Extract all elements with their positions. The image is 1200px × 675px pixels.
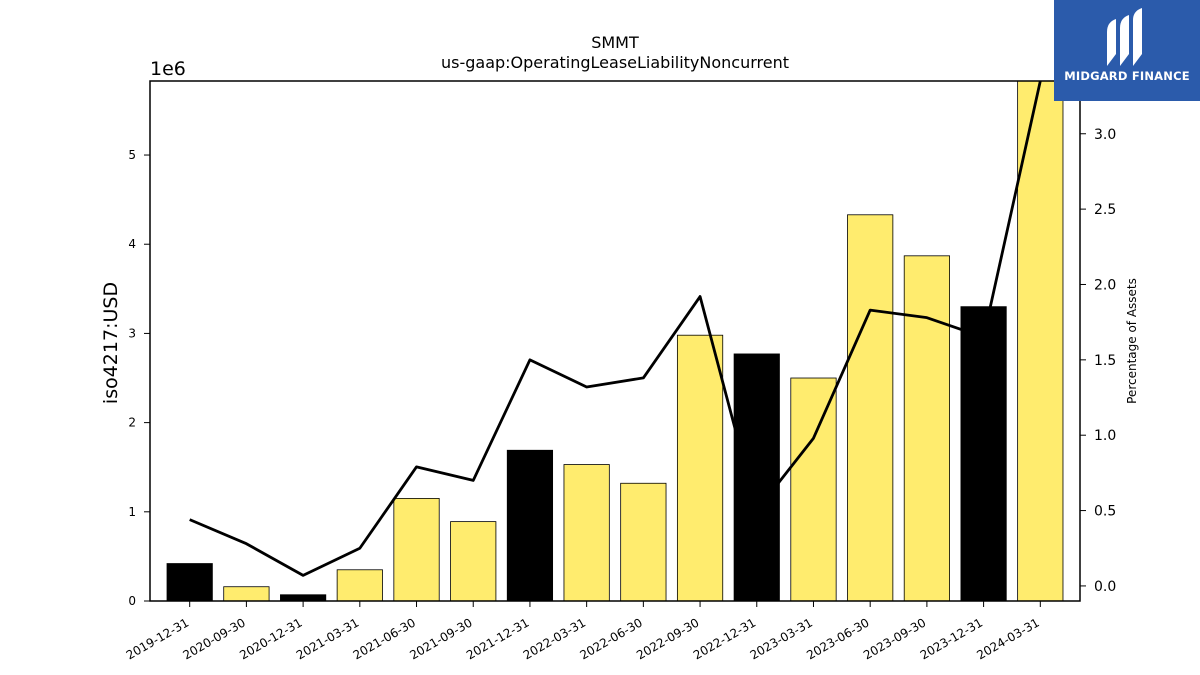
y-tick-label: 4 [128,237,136,251]
axes-group [149,80,1081,602]
bar-2021-03-31 [336,569,383,602]
bar-2023-09-30 [903,255,950,602]
bar-2020-09-30 [223,586,270,602]
bar-2022-09-30 [676,334,724,602]
bar-2019-12-31 [166,563,213,602]
percent-of-assets-line [189,80,1042,577]
y2-tick-label: 2.0 [1094,277,1116,293]
bar-2021-06-30 [393,498,440,602]
x-tick-label: 2023-03-31 [748,615,815,662]
x-tick-label: 2023-12-31 [918,615,985,662]
x-tick-label: 2021-03-31 [294,615,361,662]
bar-2023-12-31 [960,306,1007,602]
y2-tick-label: 3.0 [1094,127,1116,143]
y2-tick-label: 1.0 [1094,428,1116,444]
bar-2021-09-30 [450,521,497,602]
y-axis-offset-label: 1e6 [150,58,186,80]
x-tick-label: 2021-12-31 [464,615,531,662]
x-tick-label: 2024-03-31 [974,615,1041,662]
y2-tick-label: 0.5 [1094,504,1116,520]
x-tick-label: 2022-06-30 [577,615,644,662]
y-tick-label: 1 [128,505,136,519]
x-tick-label: 2023-09-30 [861,615,928,662]
x-tick-label: 2023-06-30 [804,615,871,662]
y-tick-label: 2 [128,416,136,430]
x-tick-label: 2020-12-31 [237,615,304,662]
bar-2022-06-30 [620,482,667,602]
x-tick-label: 2020-09-30 [180,615,247,662]
x-tick-label: 2019-12-31 [124,615,191,662]
x-tick-label: 2022-12-31 [691,615,758,662]
y-axis-label: iso4217:USD [100,282,122,404]
midgard-logo-icon [1107,8,1142,66]
bar-2020-12-31 [280,594,327,602]
x-tick-label: 2021-09-30 [407,615,474,662]
y2-axis-label: Percentage of Assets [1125,278,1139,404]
percent-line-group [189,80,1042,577]
y-tick-label: 0 [128,594,136,608]
bar-2023-06-30 [847,214,894,602]
y2-tick-label: 1.5 [1094,353,1116,369]
bar-2022-03-31 [563,464,610,602]
logo-text: MIDGARD FINANCE [1064,69,1190,83]
y2-tick-label: 0.0 [1094,579,1116,595]
y2-tick-label: 2.5 [1094,202,1116,218]
bar-2023-03-31 [790,377,837,602]
chart-subtitle: us-gaap:OperatingLeaseLiabilityNoncurren… [441,53,789,72]
x-tick-label: 2022-09-30 [634,615,701,662]
bar-2024-03-31 [1017,80,1064,602]
bar-2021-12-31 [506,449,554,602]
x-tick-label: 2021-06-30 [351,615,418,662]
midgard-finance-logo: MIDGARD FINANCE [1054,0,1200,101]
chart-title: SMMT [591,33,639,52]
bars-group [166,80,1064,602]
plot-frame [149,80,1081,602]
y-tick-label: 3 [128,326,136,340]
bar-2022-12-31 [733,353,780,602]
x-tick-label: 2022-03-31 [521,615,588,662]
y-tick-label: 5 [128,148,136,162]
